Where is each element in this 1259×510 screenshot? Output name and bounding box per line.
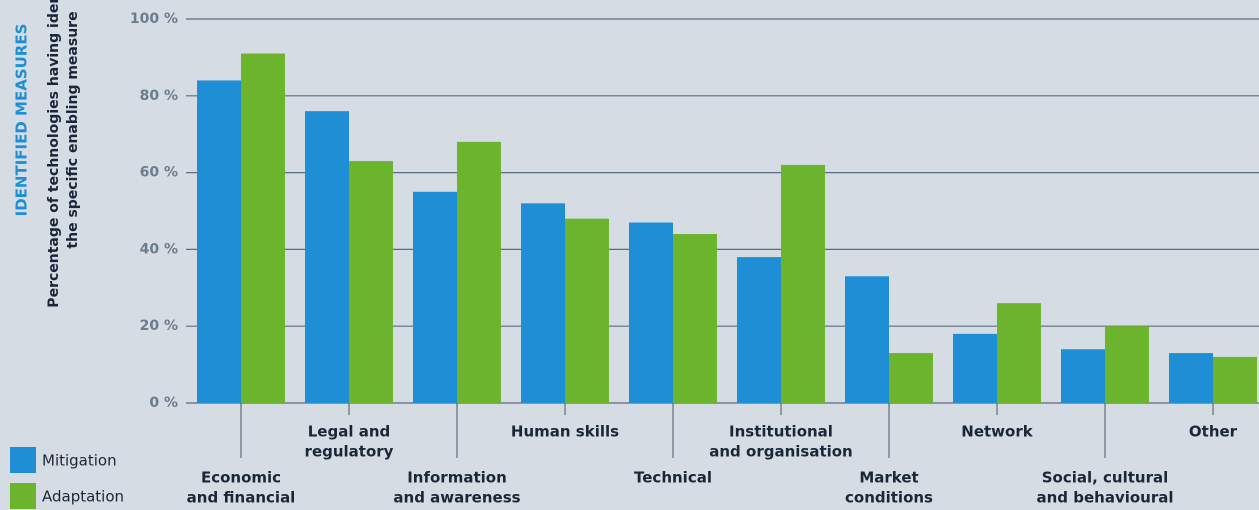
bar	[781, 164, 825, 403]
x-tick-label: and behavioural	[1036, 489, 1173, 507]
bar	[1105, 326, 1149, 403]
x-tick-label: Institutional	[729, 423, 833, 441]
bar	[1213, 356, 1257, 403]
bar	[457, 141, 501, 403]
bar	[889, 353, 933, 403]
x-tick-label: and awareness	[393, 489, 520, 507]
y-tick-label: 20 %	[140, 318, 178, 334]
x-tick-label: Market	[859, 469, 918, 487]
bar	[413, 191, 457, 403]
y-axis-label: the specific enabling measure	[65, 11, 81, 248]
y-tick-label: 60 %	[140, 165, 178, 181]
x-tick-label: Technical	[634, 469, 712, 487]
bar	[673, 234, 717, 403]
bar	[997, 303, 1041, 403]
x-tick-label: Human skills	[511, 423, 619, 441]
bar	[241, 53, 285, 404]
bar	[1169, 353, 1213, 403]
bar	[349, 161, 393, 403]
legend-swatch	[10, 447, 36, 473]
bar	[521, 203, 565, 403]
x-tick-label: Social, cultural	[1042, 469, 1169, 487]
x-tick-label: Economic	[201, 469, 281, 487]
legend-label: Adaptation	[42, 488, 124, 506]
x-tick-label: Network	[961, 423, 1033, 441]
x-tick-label: regulatory	[305, 443, 394, 461]
y-tick-label: 80 %	[140, 88, 178, 104]
x-tick-label: and financial	[187, 489, 296, 507]
bar	[737, 257, 781, 403]
y-axis-label: Percentage of technologies having identi…	[46, 0, 62, 308]
bar	[1061, 349, 1105, 403]
x-tick-label: Legal and	[308, 423, 391, 441]
legend-swatch	[10, 483, 36, 509]
bar	[629, 222, 673, 403]
bar	[845, 276, 889, 403]
x-tick-label: Information	[407, 469, 507, 487]
x-tick-label: and organisation	[709, 443, 853, 461]
y-tick-label: 0 %	[149, 395, 178, 411]
bar	[953, 333, 997, 403]
section-title: IDENTIFIED MEASURES	[13, 24, 31, 217]
bar	[565, 218, 609, 403]
bar	[197, 80, 241, 403]
bar	[305, 111, 349, 403]
y-tick-label: 100 %	[130, 11, 178, 27]
x-tick-label: conditions	[845, 489, 933, 507]
y-tick-label: 40 %	[140, 241, 178, 257]
x-tick-label: Other	[1189, 423, 1238, 441]
legend-label: Mitigation	[42, 452, 117, 470]
